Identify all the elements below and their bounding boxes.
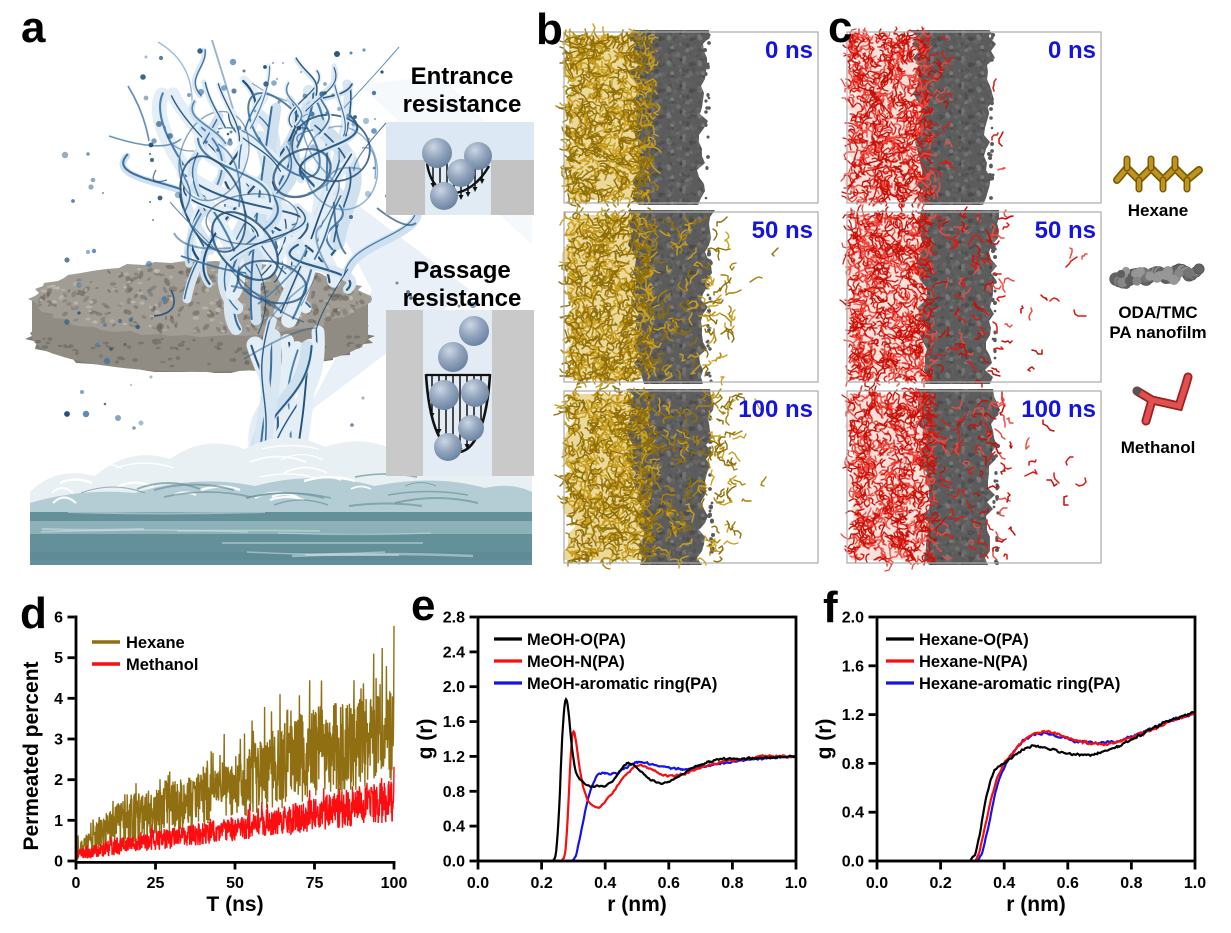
svg-text:2.0: 2.0 [443, 679, 465, 696]
svg-text:Hexane: Hexane [126, 634, 185, 652]
svg-text:d: d [20, 589, 47, 638]
svg-text:2: 2 [54, 772, 63, 789]
svg-text:2.8: 2.8 [443, 610, 465, 627]
svg-text:Entrance: Entrance [411, 63, 514, 90]
svg-text:1.0: 1.0 [1184, 875, 1206, 892]
svg-text:0.8: 0.8 [443, 784, 465, 801]
svg-text:Methanol: Methanol [126, 656, 198, 674]
svg-text:c: c [828, 3, 852, 52]
svg-text:Hexane-aromatic ring(PA): Hexane-aromatic ring(PA) [919, 675, 1120, 693]
svg-text:50 ns: 50 ns [752, 217, 813, 244]
svg-text:75: 75 [306, 875, 324, 892]
svg-text:6: 6 [54, 610, 63, 627]
svg-text:1.0: 1.0 [785, 875, 807, 892]
svg-text:Hexane-N(PA): Hexane-N(PA) [919, 653, 1028, 671]
svg-text:0: 0 [54, 854, 63, 871]
svg-text:3: 3 [54, 732, 63, 749]
svg-text:resistance: resistance [403, 91, 522, 118]
svg-text:0.2: 0.2 [929, 875, 951, 892]
svg-text:resistance: resistance [403, 285, 522, 312]
svg-text:Hexane: Hexane [1128, 201, 1188, 220]
svg-text:0.8: 0.8 [1120, 875, 1142, 892]
svg-text:MeOH-N(PA): MeOH-N(PA) [527, 653, 625, 671]
svg-text:1.6: 1.6 [443, 714, 465, 731]
svg-text:e: e [411, 581, 435, 630]
svg-text:1.2: 1.2 [443, 749, 465, 766]
svg-text:g (r): g (r) [414, 719, 437, 760]
svg-text:2.4: 2.4 [443, 644, 465, 661]
svg-text:1.6: 1.6 [842, 658, 864, 675]
svg-text:1: 1 [54, 813, 63, 830]
svg-text:MeOH-aromatic ring(PA): MeOH-aromatic ring(PA) [527, 675, 717, 693]
svg-text:0 ns: 0 ns [765, 37, 813, 64]
svg-text:PA nanofilm: PA nanofilm [1109, 323, 1206, 342]
svg-text:25: 25 [147, 875, 165, 892]
svg-text:1.2: 1.2 [842, 707, 864, 724]
svg-text:0.0: 0.0 [467, 875, 489, 892]
svg-text:Hexane-O(PA): Hexane-O(PA) [919, 631, 1029, 649]
svg-text:Methanol: Methanol [1121, 438, 1196, 457]
svg-text:0.4: 0.4 [993, 875, 1015, 892]
svg-text:0.0: 0.0 [866, 875, 888, 892]
svg-text:0.6: 0.6 [1057, 875, 1079, 892]
svg-text:0 ns: 0 ns [1048, 37, 1096, 64]
svg-text:2.0: 2.0 [842, 610, 864, 627]
svg-text:Passage: Passage [413, 257, 510, 284]
svg-text:100 ns: 100 ns [1021, 396, 1096, 423]
svg-text:0.4: 0.4 [443, 819, 465, 836]
svg-text:g (r): g (r) [813, 719, 836, 760]
svg-text:100 ns: 100 ns [738, 396, 813, 423]
svg-text:0.0: 0.0 [842, 854, 864, 871]
svg-text:5: 5 [54, 650, 63, 667]
svg-text:r (nm): r (nm) [1006, 893, 1066, 916]
svg-text:0.2: 0.2 [530, 875, 552, 892]
svg-text:a: a [21, 3, 46, 52]
svg-text:0.0: 0.0 [443, 854, 465, 871]
svg-text:f: f [823, 583, 838, 632]
svg-text:ODA/TMC: ODA/TMC [1118, 303, 1197, 322]
svg-text:r (nm): r (nm) [607, 893, 667, 916]
svg-text:100: 100 [381, 875, 408, 892]
svg-text:0.4: 0.4 [842, 805, 864, 822]
svg-text:0: 0 [72, 875, 81, 892]
svg-text:Permeated percent: Permeated percent [20, 661, 43, 850]
svg-text:0.8: 0.8 [721, 875, 743, 892]
svg-text:4: 4 [54, 691, 63, 708]
svg-text:50 ns: 50 ns [1035, 217, 1096, 244]
svg-text:0.4: 0.4 [594, 875, 616, 892]
svg-text:b: b [536, 5, 563, 54]
svg-text:0.6: 0.6 [658, 875, 680, 892]
svg-text:0.8: 0.8 [842, 756, 864, 773]
svg-text:T (ns): T (ns) [206, 893, 263, 916]
svg-text:50: 50 [226, 875, 244, 892]
svg-text:MeOH-O(PA): MeOH-O(PA) [527, 631, 626, 649]
